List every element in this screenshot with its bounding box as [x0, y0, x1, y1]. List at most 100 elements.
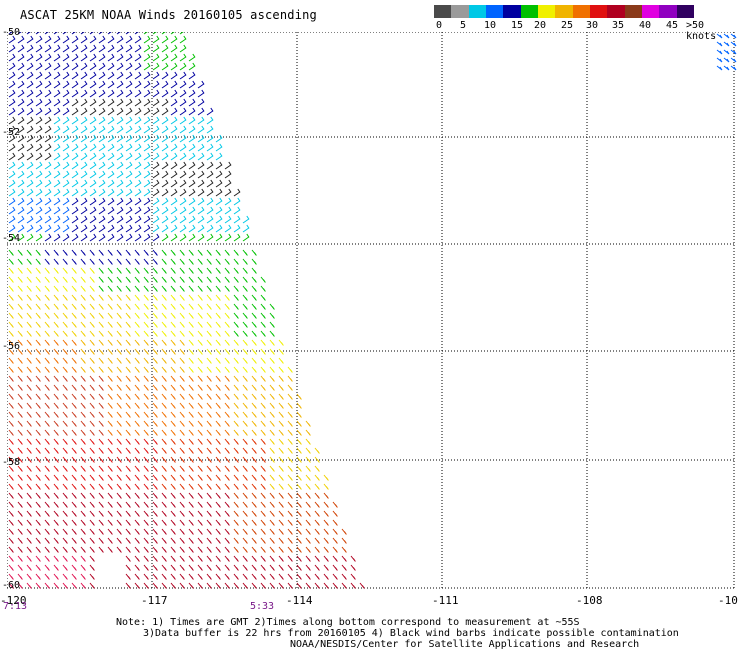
wind-barb	[278, 573, 284, 580]
wind-barb	[287, 555, 293, 562]
wind-barb	[143, 483, 149, 490]
wind-barb	[197, 330, 203, 337]
wind-barb	[53, 233, 61, 242]
wind-barb	[197, 143, 205, 152]
wind-barb	[323, 510, 329, 517]
wind-barb	[134, 71, 142, 80]
wind-barb	[242, 330, 248, 337]
wind-barb	[35, 438, 41, 445]
wind-barb	[89, 366, 95, 373]
wind-barb	[170, 402, 176, 409]
wind-barb	[314, 474, 320, 481]
wind-barb	[206, 510, 212, 517]
wind-barb	[98, 330, 104, 337]
wind-barb	[152, 143, 160, 152]
wind-barb	[98, 276, 104, 283]
wind-barb	[152, 249, 158, 256]
wind-barb	[134, 420, 140, 427]
wind-barb	[269, 303, 275, 310]
wind-barb	[260, 555, 266, 562]
wind-barb	[224, 267, 230, 274]
wind-barb	[197, 537, 203, 544]
wind-barb	[242, 465, 248, 472]
wind-barb	[233, 519, 239, 526]
wind-barb	[44, 179, 52, 188]
wind-barb	[53, 375, 59, 382]
wind-barb	[17, 501, 23, 508]
wind-barb	[98, 53, 106, 62]
wind-barb	[161, 384, 167, 391]
wind-barb	[107, 483, 113, 490]
wind-barb	[179, 366, 185, 373]
wind-barb	[89, 330, 95, 337]
wind-barb	[53, 303, 59, 310]
wind-barb	[62, 285, 68, 292]
wind-barb	[98, 402, 104, 409]
wind-barb	[224, 258, 230, 265]
wind-barb	[269, 438, 275, 445]
wind-barb	[71, 447, 77, 454]
wind-barb	[143, 501, 149, 508]
wind-barb	[188, 438, 194, 445]
wind-barb	[242, 375, 248, 382]
wind-barb	[215, 528, 221, 535]
wind-barb	[251, 393, 257, 400]
wind-barb	[215, 420, 221, 427]
wind-barb	[188, 285, 194, 292]
wind-barb	[62, 573, 68, 580]
wind-barb	[179, 420, 185, 427]
wind-barb	[125, 53, 133, 62]
wind-barb	[179, 402, 185, 409]
wind-barb	[71, 170, 79, 179]
wind-barb	[134, 519, 140, 526]
wind-barb	[35, 555, 41, 562]
wind-barb	[98, 71, 106, 80]
wind-barb	[107, 501, 113, 508]
wind-barb	[206, 456, 212, 463]
wind-barb	[44, 152, 52, 161]
wind-barb	[35, 474, 41, 481]
wind-barb	[89, 215, 97, 224]
wind-barb	[260, 546, 266, 553]
wind-barb	[206, 143, 214, 152]
wind-barb	[17, 447, 23, 454]
wind-barb	[53, 179, 61, 188]
latitude-label: -58	[2, 457, 21, 468]
wind-barb	[89, 429, 95, 436]
wind-barb	[233, 429, 239, 436]
wind-barb	[134, 555, 140, 562]
wind-barb	[152, 32, 157, 35]
wind-barb	[98, 537, 104, 544]
wind-barb	[206, 384, 212, 391]
wind-barb	[197, 447, 203, 454]
wind-barb	[269, 321, 275, 328]
wind-barb	[125, 179, 133, 188]
wind-barb	[332, 564, 338, 571]
wind-barb	[305, 429, 311, 436]
wind-barb	[143, 161, 151, 170]
wind-map[interactable]	[7, 32, 737, 592]
longitude-label: -114	[286, 594, 313, 607]
wind-barb	[143, 447, 149, 454]
wind-barb	[197, 339, 203, 346]
wind-barb	[206, 582, 212, 589]
wind-barb	[188, 330, 194, 337]
wind-barb	[107, 429, 113, 436]
wind-barb	[125, 125, 133, 134]
wind-barb	[62, 152, 70, 161]
wind-barb	[197, 474, 203, 481]
wind-barb	[161, 528, 167, 535]
wind-barb	[188, 188, 196, 197]
wind-barb	[8, 80, 16, 89]
wind-barb	[35, 402, 41, 409]
wind-barb	[242, 249, 248, 256]
wind-barb	[80, 366, 86, 373]
wind-barb	[35, 107, 43, 116]
wind-barb	[62, 215, 70, 224]
wind-barb	[359, 582, 365, 589]
wind-barb	[44, 53, 52, 62]
wind-barb	[71, 276, 77, 283]
wind-barb	[125, 339, 131, 346]
wind-barb	[71, 98, 79, 107]
wind-barb	[116, 321, 122, 328]
